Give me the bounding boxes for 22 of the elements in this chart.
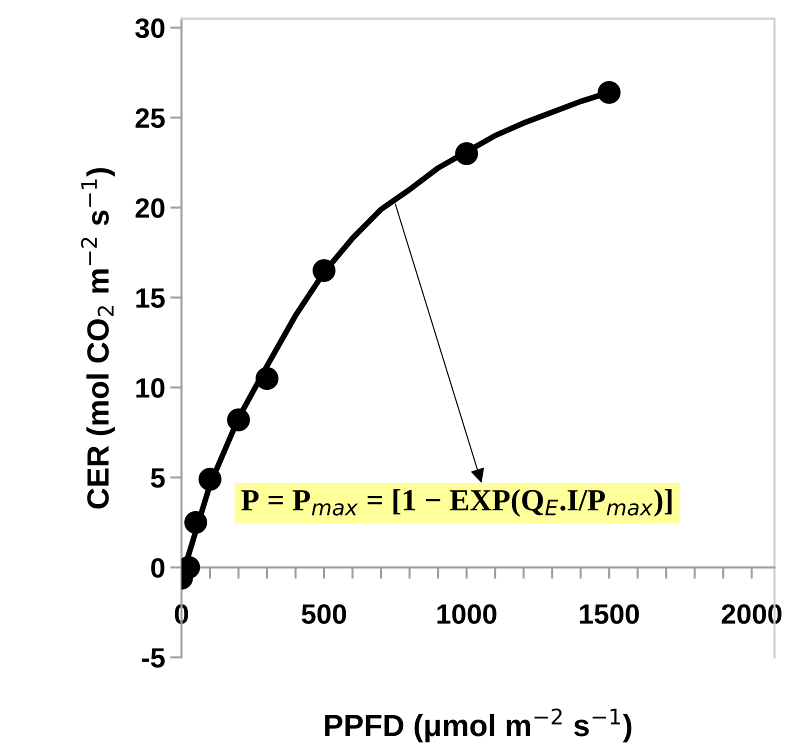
x-tick-label: 2000 (722, 604, 782, 624)
y-axis-title: CER (mol CO$_{2}$ m$^{−2}$ s$^{−1}$) (80, 168, 115, 508)
point (312, 259, 336, 282)
point (184, 510, 208, 534)
y-tick-label: 15 (136, 288, 165, 308)
y-tick-label: 30 (135, 18, 164, 38)
y-tick-label: 20 (136, 198, 164, 218)
x-axis-title: PPFD (μmol m$^{−2}$ s$^{−1}$) (325, 708, 632, 742)
point (598, 80, 621, 104)
x-tick-label: 500 (302, 604, 346, 624)
y-tick-label: 0 (151, 558, 164, 578)
y-tick-label: -5 (142, 648, 165, 668)
point (227, 408, 250, 432)
y-tick-label: 5 (150, 468, 165, 488)
x-tick-label: 1500 (580, 604, 639, 624)
x-tick-label: 1000 (437, 604, 496, 624)
annotation: P = P$_{max}$ = [1 − EXP(Q$_{E}$.I/P$_{max}$)] (241, 489, 672, 517)
point (455, 142, 478, 166)
point (198, 468, 222, 491)
point (256, 367, 278, 390)
y-tick-label: 10 (136, 378, 164, 398)
y-tick-label: 25 (136, 108, 165, 128)
